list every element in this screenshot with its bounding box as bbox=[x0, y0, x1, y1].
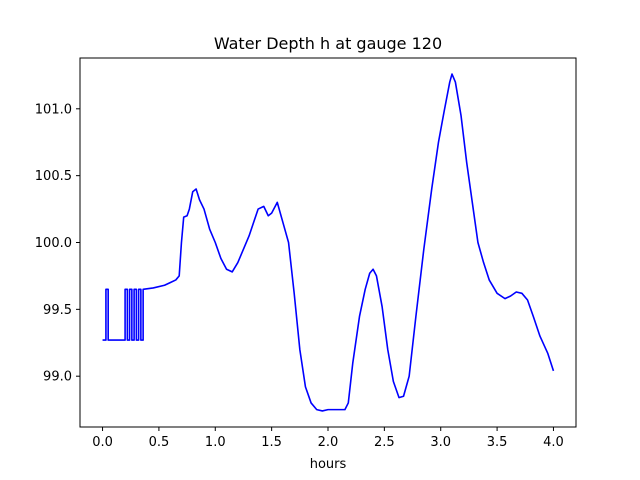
x-tick-label: 2.5 bbox=[374, 435, 395, 450]
x-tick-label: 3.0 bbox=[430, 435, 451, 450]
series-line-0 bbox=[102, 73, 555, 412]
x-axis-label: hours bbox=[310, 457, 347, 472]
y-tick-label: 99.0 bbox=[43, 370, 72, 385]
y-tick-label: 100.5 bbox=[35, 169, 72, 184]
x-tick-label: 2.0 bbox=[318, 435, 339, 450]
x-tick-label: 1.5 bbox=[261, 435, 282, 450]
y-tick-label: 99.5 bbox=[43, 303, 72, 318]
y-tick-label: 100.0 bbox=[35, 236, 72, 251]
y-tick-label: 101.0 bbox=[35, 102, 72, 117]
x-tick-label: 4.0 bbox=[543, 435, 564, 450]
x-tick-label: 3.5 bbox=[487, 435, 508, 450]
x-tick-label: 1.0 bbox=[205, 435, 226, 450]
x-axis: 0.0 0.5 1.0 1.5 2.0 2.5 3.0 3.5 4.0 bbox=[92, 427, 564, 450]
x-tick-label: 0.5 bbox=[149, 435, 170, 450]
axes-frame bbox=[79, 57, 577, 428]
plot-area bbox=[102, 73, 555, 412]
y-axis: 99.0 99.5 100.0 100.5 101.0 bbox=[35, 102, 80, 385]
chart-title: Water Depth h at gauge 120 bbox=[214, 34, 442, 53]
x-tick-label: 0.0 bbox=[92, 435, 113, 450]
